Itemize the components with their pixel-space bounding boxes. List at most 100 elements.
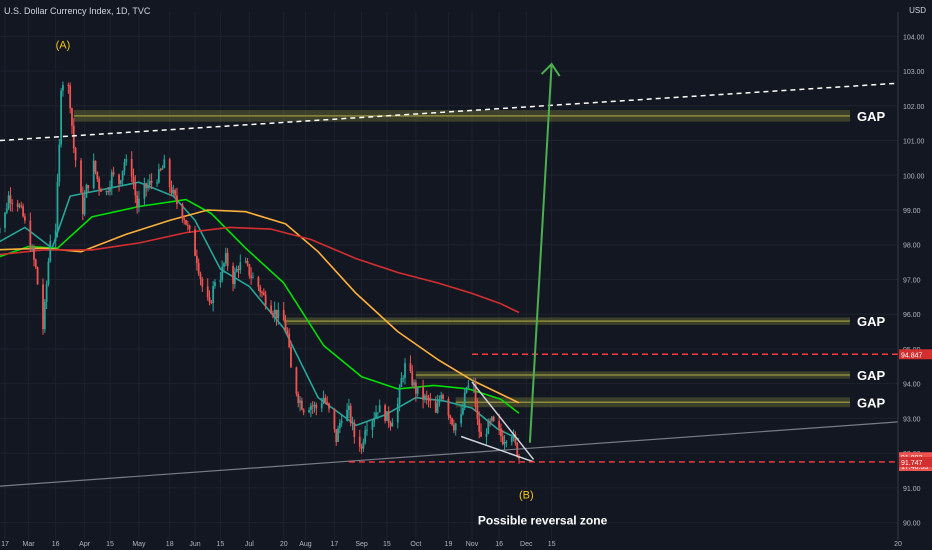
candle-body xyxy=(300,400,303,410)
moving-averages xyxy=(0,181,520,441)
candle-body xyxy=(130,159,133,177)
candle-body xyxy=(275,309,278,319)
x-tick-label: 16 xyxy=(52,541,60,548)
x-tick-label: Dec xyxy=(520,541,533,548)
x-tick-label: Jul xyxy=(245,541,254,548)
candle-body xyxy=(302,409,305,413)
gap-label: GAP xyxy=(857,314,886,329)
x-tick-label: Sep xyxy=(355,541,368,548)
candle-body xyxy=(250,275,253,278)
candle-body xyxy=(438,399,441,404)
candle-body xyxy=(125,159,128,163)
candle-body xyxy=(259,286,262,293)
candle-body xyxy=(257,277,260,287)
candle-body xyxy=(434,401,437,413)
candle-body xyxy=(500,428,502,437)
candle-body xyxy=(181,204,184,219)
price-label-box xyxy=(899,456,932,467)
y-tick-label: 98.00 xyxy=(903,243,921,250)
candle-body xyxy=(409,363,412,372)
candle-body xyxy=(9,195,12,203)
x-tick-label: 17 xyxy=(1,541,9,548)
candle-body xyxy=(43,301,46,330)
candle-body xyxy=(67,84,70,86)
candle-body xyxy=(36,267,39,285)
candle-body xyxy=(49,240,52,262)
candle-body xyxy=(288,333,291,347)
candle-body xyxy=(221,266,224,281)
y-tick-label: 101.00 xyxy=(903,139,925,146)
candle-body xyxy=(224,253,227,264)
candle-body xyxy=(71,108,73,126)
candle-body xyxy=(454,423,457,431)
x-tick-label: 15 xyxy=(106,541,114,548)
candle-body xyxy=(349,405,352,423)
candle-body xyxy=(186,224,189,226)
y-tick-label: 99.00 xyxy=(903,208,921,215)
candle-body xyxy=(197,263,200,274)
candle-body xyxy=(404,363,406,378)
gap-label: GAP xyxy=(857,109,886,124)
candle-body xyxy=(264,294,267,306)
candle-body xyxy=(308,410,310,413)
candle-body xyxy=(371,421,374,430)
x-tick-label: Oct xyxy=(410,541,421,548)
candle-body xyxy=(72,125,75,149)
y-tick-label: 93.00 xyxy=(903,416,921,423)
candle-body xyxy=(465,387,468,393)
candle-body xyxy=(34,259,37,268)
candle-body xyxy=(451,418,453,425)
candle-body xyxy=(492,416,495,421)
candle-body xyxy=(58,144,61,182)
projection-arrow-shaft xyxy=(528,64,553,443)
candle-body xyxy=(510,436,513,442)
candle-body xyxy=(429,400,432,402)
candle-body xyxy=(505,441,508,443)
candle-body xyxy=(83,197,86,215)
y-tick-label: 90.00 xyxy=(903,521,921,528)
candle-body xyxy=(219,280,222,283)
moving-average-line xyxy=(0,198,520,414)
candle-body xyxy=(20,205,23,207)
candle-body xyxy=(157,169,160,183)
x-tick-label: 20 xyxy=(894,541,902,548)
candle-body xyxy=(92,160,95,189)
candle-body xyxy=(69,85,72,109)
candle-body xyxy=(320,403,323,409)
candle-body xyxy=(478,418,481,432)
price-label: 17:40:33 xyxy=(901,464,928,471)
candle-body xyxy=(487,420,490,434)
candle-body xyxy=(123,162,126,171)
y-tick-label: 91.00 xyxy=(903,486,921,493)
candle-body xyxy=(351,422,354,424)
axes: 104.00 103.00 102.00 101.00 100.00 99.00 98.00… xyxy=(1,12,932,548)
candle-body xyxy=(85,185,88,198)
x-tick-label: Apr xyxy=(79,541,91,548)
x-tick-label: 16 xyxy=(495,541,503,548)
candle-body xyxy=(375,412,377,419)
candle-body xyxy=(4,212,6,228)
candle-body xyxy=(156,182,158,184)
x-tick-label: May xyxy=(132,541,146,548)
candle-body xyxy=(199,273,202,280)
moving-average-line xyxy=(0,226,520,314)
candle-body xyxy=(416,386,419,394)
candle-body xyxy=(297,393,300,403)
candle-body xyxy=(284,320,287,331)
candle-body xyxy=(194,229,196,256)
candle-body xyxy=(136,195,139,208)
annotations: (A) (B) Possible reversal zone xyxy=(56,39,608,527)
price-label: 91.747 xyxy=(901,460,923,467)
candle-body xyxy=(328,403,330,409)
candle-body xyxy=(476,406,479,419)
candle-body xyxy=(338,423,341,429)
candle-body xyxy=(337,428,339,442)
x-tick-label: Nov xyxy=(466,541,479,548)
candle-body xyxy=(360,446,363,449)
candle-body xyxy=(132,176,135,184)
candle-body xyxy=(109,187,111,192)
candle-body xyxy=(16,203,19,207)
candle-body xyxy=(81,192,84,215)
gap-bands: GAP GAP GAP GAP xyxy=(73,109,886,410)
